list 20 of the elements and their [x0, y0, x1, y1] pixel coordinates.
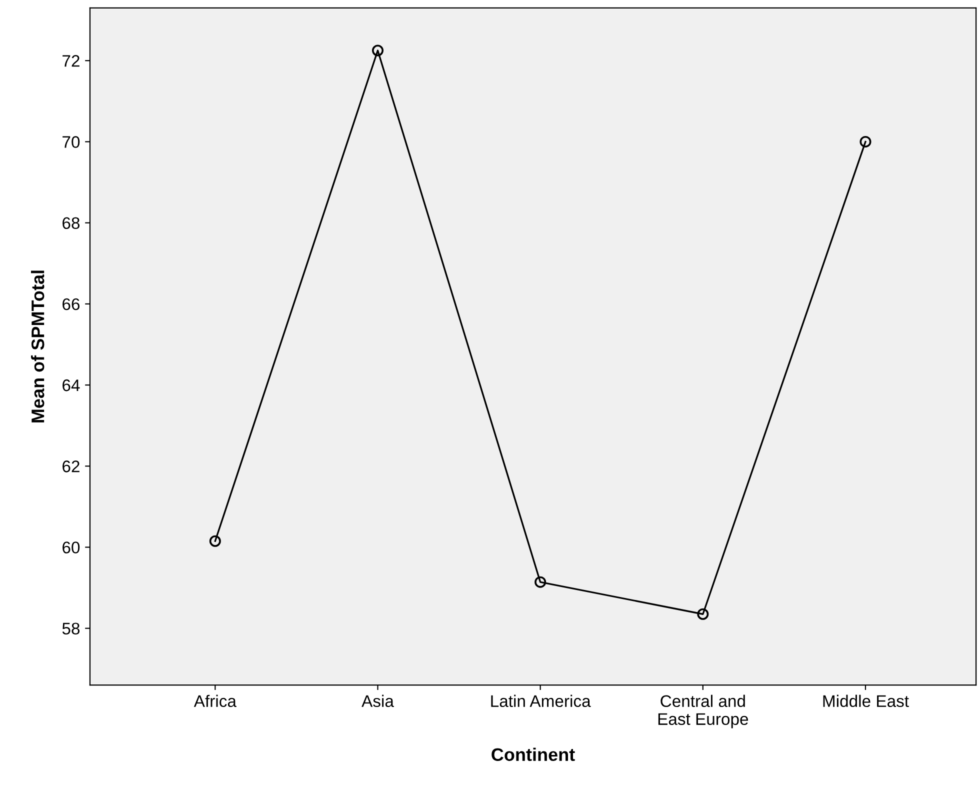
x-tick-label: Latin America	[491, 694, 591, 708]
point	[860, 136, 872, 148]
x-tick-label: Middle East	[823, 694, 909, 708]
x-axis-title: Continent	[492, 748, 575, 761]
x-tick-label: Asia	[362, 694, 394, 708]
y-tick-label: 64	[62, 379, 80, 392]
point	[209, 535, 221, 547]
y-tick-label: 62	[62, 460, 80, 472]
y-tick-label: 60	[62, 542, 80, 554]
x-tick-label: Central and East Europe	[658, 694, 748, 728]
y-tick-label: 66	[62, 298, 80, 310]
y-tick-label: 58	[62, 622, 80, 635]
y-tick-label: 72	[62, 55, 80, 67]
x-tick-label: Africa	[194, 694, 236, 708]
point	[534, 576, 546, 588]
y-axis-title: Mean of SPMTotal	[30, 270, 44, 422]
point	[372, 44, 384, 56]
point	[697, 608, 709, 620]
y-tick-label: 68	[62, 217, 80, 230]
y-tick-label: 70	[62, 136, 80, 148]
